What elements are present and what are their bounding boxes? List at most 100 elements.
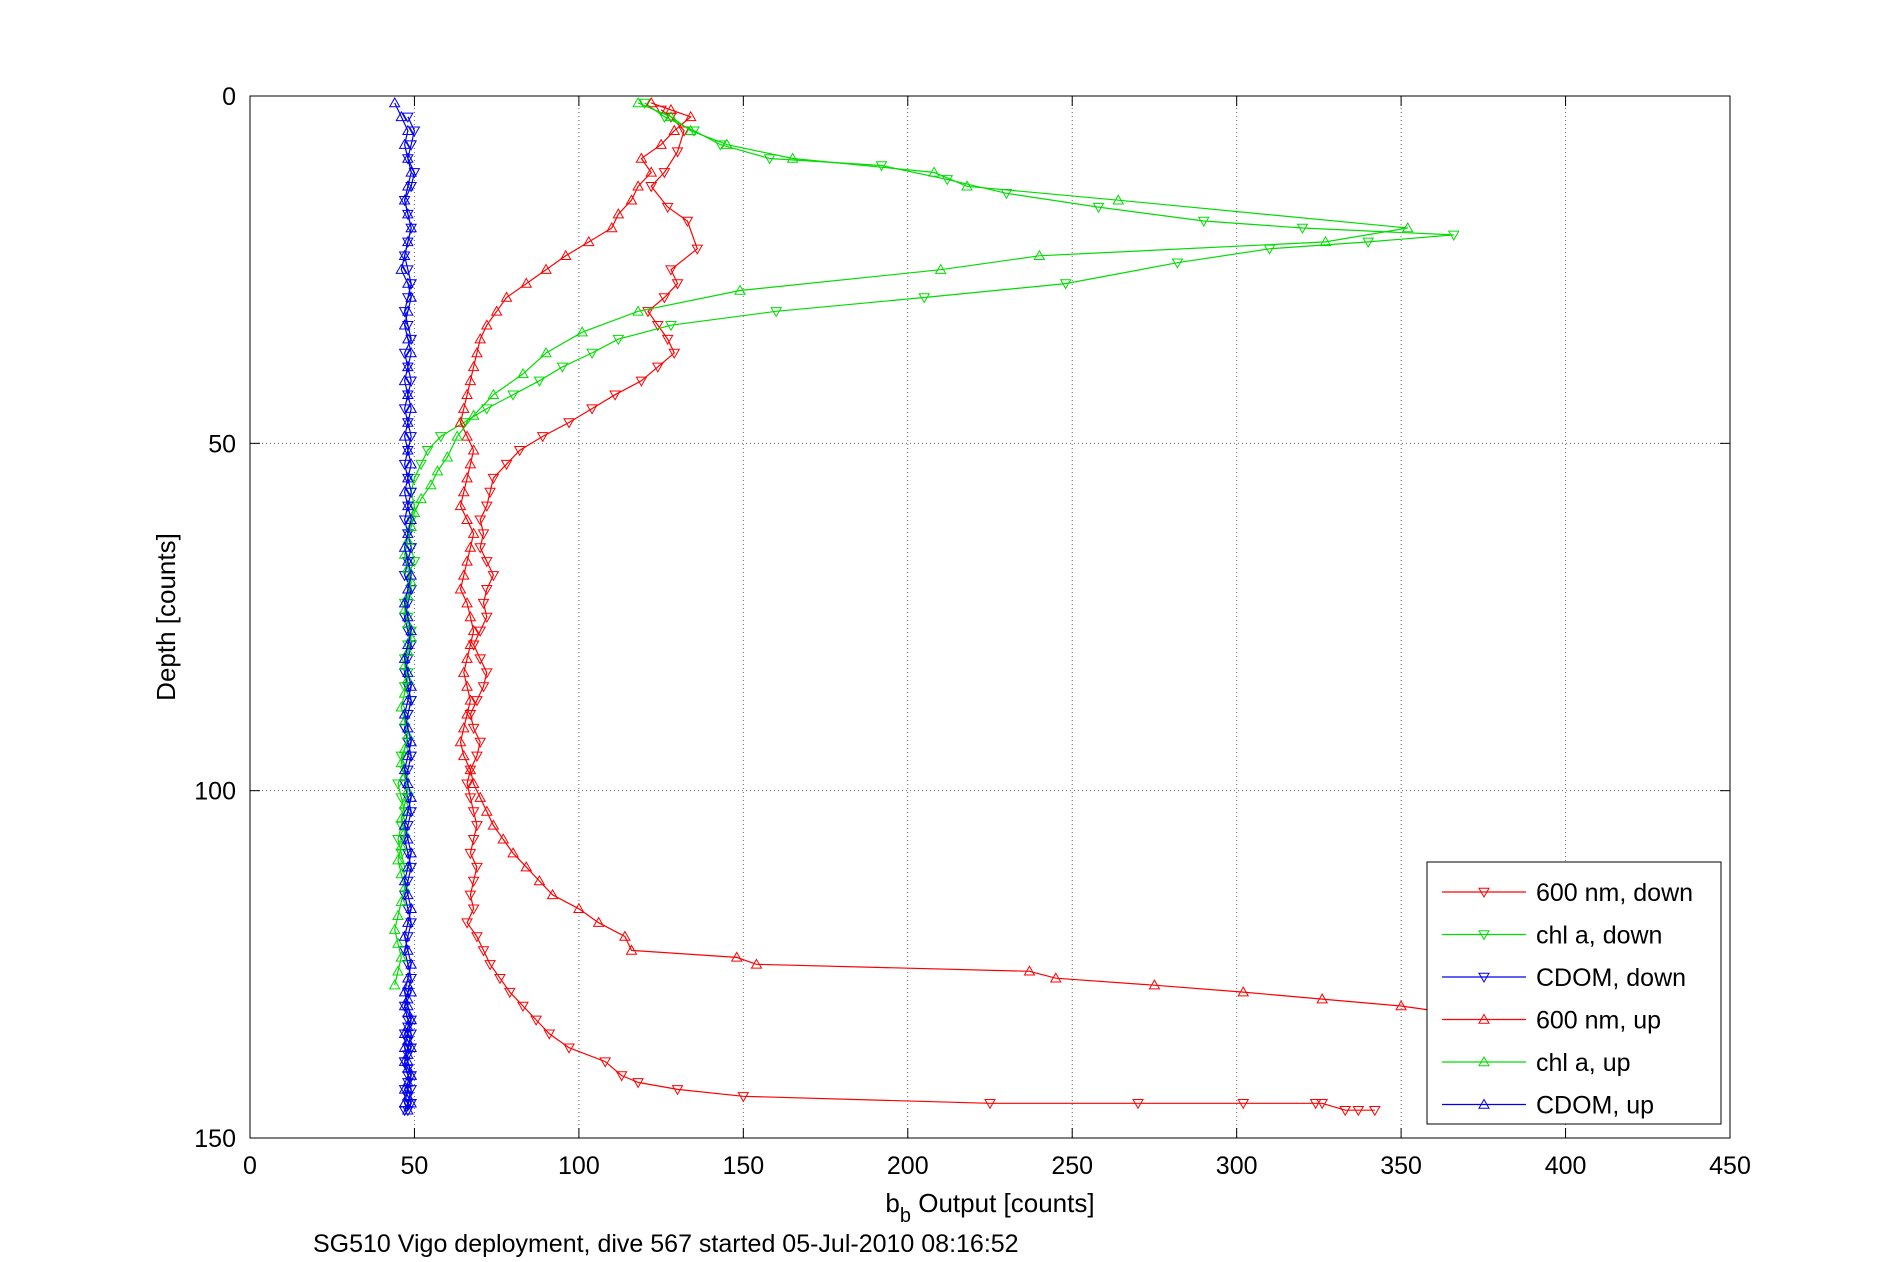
data-point — [402, 583, 414, 594]
data-point — [408, 473, 421, 485]
data-point — [405, 1085, 418, 1096]
data-point — [454, 416, 467, 427]
data-point — [398, 1085, 411, 1096]
data-point — [434, 432, 447, 443]
data-point — [1237, 986, 1250, 997]
data-point — [405, 807, 418, 818]
data-point — [1059, 279, 1072, 290]
data-point — [398, 307, 411, 318]
data-point — [461, 430, 473, 441]
data-point — [398, 430, 411, 441]
data-point — [471, 862, 483, 874]
data-point — [398, 708, 411, 719]
data-point — [1316, 1099, 1329, 1110]
data-point — [665, 110, 677, 122]
data-point — [402, 722, 414, 733]
data-point — [609, 390, 621, 401]
data-point — [474, 515, 487, 526]
data-point — [402, 1062, 414, 1073]
data-point — [398, 1041, 411, 1052]
data-point — [651, 320, 664, 332]
data-point — [457, 569, 470, 580]
data-point — [392, 854, 404, 865]
legend-entry: chl a, down — [1442, 922, 1662, 950]
data-point — [513, 446, 526, 457]
data-point — [500, 459, 513, 471]
data-point — [402, 124, 414, 135]
data-point — [405, 166, 418, 177]
data-point — [487, 819, 500, 830]
data-point — [402, 617, 414, 629]
data-point — [1237, 1099, 1250, 1110]
data-point — [665, 103, 677, 115]
data-point — [395, 110, 408, 122]
data-point — [392, 965, 404, 976]
data-point — [405, 291, 418, 302]
data-point — [484, 487, 496, 498]
data-point — [398, 1055, 411, 1066]
data-point — [402, 444, 414, 455]
data-point — [464, 710, 477, 721]
data-point — [405, 696, 418, 707]
data-point — [503, 987, 516, 999]
data-point — [402, 777, 414, 788]
data-point — [388, 923, 401, 934]
data-point — [402, 821, 414, 832]
data-point — [457, 666, 470, 677]
data-point — [461, 708, 473, 719]
data-point — [398, 251, 411, 262]
x-axis-label-subscript: b — [900, 1205, 911, 1227]
legend-marker — [1478, 887, 1490, 899]
data-point — [398, 946, 411, 957]
data-point — [533, 874, 546, 886]
data-point — [402, 848, 414, 860]
data-point — [402, 960, 414, 971]
data-point — [632, 96, 644, 108]
data-point — [398, 986, 411, 997]
data-point — [402, 666, 414, 677]
data-point — [402, 1090, 414, 1101]
data-point — [1352, 1105, 1365, 1117]
data-point — [638, 98, 651, 109]
data-point — [402, 1050, 414, 1061]
data-point — [402, 305, 414, 316]
data-point — [402, 673, 414, 684]
data-point — [402, 360, 414, 372]
data-point — [398, 612, 411, 624]
data-point — [398, 723, 411, 735]
x-tick-label: 450 — [1709, 1152, 1751, 1180]
data-point — [398, 862, 411, 874]
data-point — [635, 376, 648, 387]
data-point — [467, 904, 480, 915]
data-point — [461, 918, 473, 929]
data-point — [1148, 979, 1161, 990]
data-point — [405, 576, 418, 587]
data-point — [464, 374, 477, 386]
data-point — [1362, 237, 1375, 248]
data-point — [665, 320, 677, 332]
data-point — [533, 376, 546, 387]
data-point — [405, 1041, 418, 1052]
data-point — [398, 194, 411, 205]
data-point — [474, 333, 487, 344]
data-point — [632, 1078, 644, 1089]
data-point — [402, 1092, 414, 1103]
data-point — [398, 930, 411, 941]
data-point — [671, 1085, 684, 1096]
data-point — [402, 562, 414, 573]
data-point — [398, 548, 411, 559]
legend-label: chl a, down — [1536, 922, 1662, 950]
data-point — [464, 793, 477, 804]
series-layer — [388, 96, 1460, 1117]
data-point — [563, 418, 575, 429]
data-point — [1132, 1099, 1144, 1110]
data-point — [398, 1057, 411, 1068]
data-point — [546, 888, 559, 900]
x-tick-label: 150 — [722, 1152, 764, 1180]
data-point — [402, 1006, 414, 1018]
data-point — [402, 333, 414, 344]
data-point — [398, 715, 411, 726]
data-point — [619, 930, 631, 941]
data-point — [402, 1078, 414, 1089]
data-point — [490, 305, 503, 316]
